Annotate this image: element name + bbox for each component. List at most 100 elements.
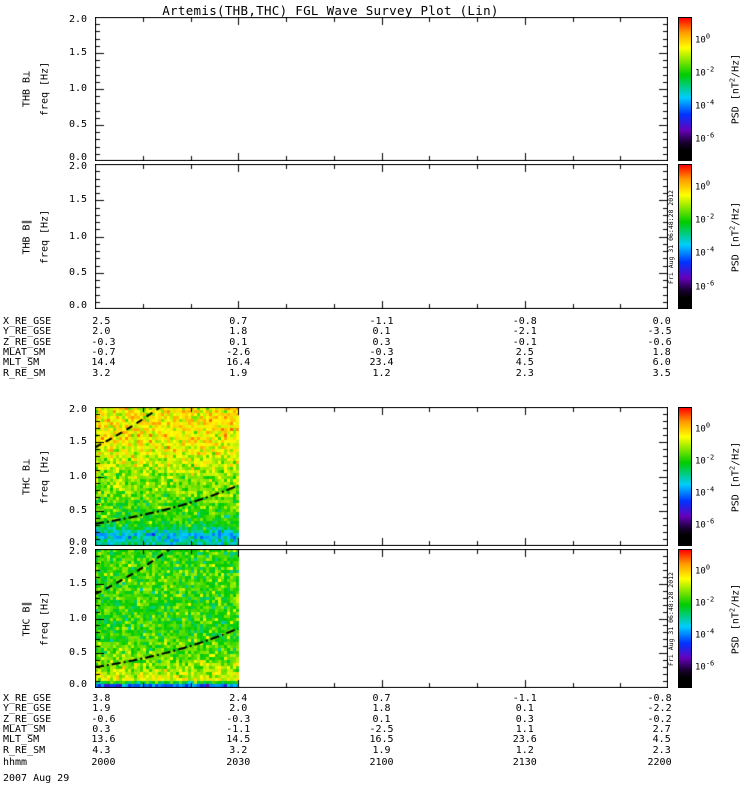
ephemeris-row: Y_RE_GSE 1.9 2.0 1.8 0.1 -2.2 <box>0 704 750 715</box>
ephemeris-row-values: 1.9 2.0 1.8 0.1 -2.2 <box>92 703 671 715</box>
ephemeris-value: 2.0 <box>229 703 248 715</box>
ephemeris-value: 6.0 <box>652 357 671 369</box>
ephemeris-value: -0.7 <box>91 346 116 358</box>
ephemeris-value: -1.1 <box>226 723 251 735</box>
freq-axis-label: freq [Hz] <box>39 449 51 504</box>
spectrogram-canvas <box>95 549 668 688</box>
ephemeris-row-label: MLAT_SM <box>3 346 46 358</box>
date-label: 2007 Aug 29 <box>3 773 70 784</box>
ephemeris-value: 2.7 <box>652 723 671 735</box>
creation-timestamp: Fri Aug 31 06:48:28 2012 <box>667 571 675 666</box>
freq-axis-label: freq [Hz] <box>39 591 51 646</box>
colorbar-tick-labels: 100 10-2 10-4 10-6 <box>695 164 731 309</box>
panel-name-label: THB B∥ <box>21 218 33 255</box>
ephemeris-row-label: Z_RE_GSE <box>3 713 52 725</box>
ephemeris-value: 2.5 <box>92 316 111 327</box>
plot-title: Artemis(THB,THC) FGL Wave Survey Plot (L… <box>162 3 499 18</box>
ephemeris-value: 3.2 <box>92 367 111 379</box>
freq-tick-label: 1.0 <box>68 83 87 94</box>
ephemeris-value: 0.1 <box>229 336 248 348</box>
ephemeris-row-values: -0.7 -2.6 -0.3 2.5 1.8 <box>91 346 671 359</box>
ephemeris-value: -0.3 <box>369 346 394 358</box>
ephemeris-value: 0.7 <box>229 316 248 327</box>
freq-tick-label: 1.5 <box>68 577 87 589</box>
colorbar-tick-label: 10-4 <box>695 245 715 259</box>
ephemeris-value: 0.3 <box>92 723 111 735</box>
ephemeris-value: -2.1 <box>512 326 537 338</box>
colorbar: 100 10-2 10-4 10-6 PSD [nT2/Hz] Fri Aug 31 … <box>667 164 750 309</box>
ephemeris-row-values: 13.6 14.5 16.5 23.6 4.5 <box>91 734 671 746</box>
spectrogram-canvas <box>95 164 668 309</box>
ephemeris-row-label: Y_RE_GSE <box>3 703 52 715</box>
freq-tick-label: 1.5 <box>68 194 87 206</box>
colorbar-gradient <box>678 164 692 309</box>
freq-tick-label: 0.0 <box>68 152 87 163</box>
ephemeris-value: 3.8 <box>92 693 111 704</box>
ephemeris-row-label: Y_RE_GSE <box>3 326 52 338</box>
ephemeris-value: 0.3 <box>515 713 534 725</box>
psd-axis-label: PSD [nT2/Hz] <box>728 583 742 654</box>
freq-tick-labels: 2.0 1.5 1.0 0.5 0.0 <box>56 547 89 690</box>
panel-thc-bpara: THC B∥ freq [Hz] 2.0 1.5 1.0 0.5 0.0 100 10-2… <box>0 547 750 690</box>
ephemeris-value: 2200 <box>647 757 672 768</box>
ephemeris-row-values: -0.3 0.1 0.3 -0.1 -0.6 <box>91 336 671 349</box>
ephemeris-value: 0.3 <box>372 336 391 348</box>
panel-name-label: THB B⊥ <box>21 70 33 108</box>
ephemeris-value: 1.8 <box>229 326 248 338</box>
ephemeris-value: 4.5 <box>515 357 534 369</box>
colorbar-tick-labels: 100 10-2 10-4 10-6 <box>695 407 731 546</box>
freq-tick-labels: 2.0 1.5 1.0 0.5 0.0 <box>56 162 89 311</box>
colorbar: 100 10-2 10-4 10-6 PSD [nT2/Hz] Fri Aug 31 … <box>667 549 750 688</box>
ephemeris-row: MLT_SM 13.6 14.5 16.5 23.6 4.5 <box>0 735 750 746</box>
colorbar-tick-label: 10-2 <box>695 212 715 226</box>
ephemeris-value: -0.6 <box>91 713 116 725</box>
freq-tick-labels: 2.0 1.5 1.0 0.5 0.0 <box>56 15 89 163</box>
freq-tick-label: 0.5 <box>68 647 87 659</box>
ephemeris-value: -2.2 <box>647 703 672 715</box>
ephemeris-value: -0.3 <box>91 336 116 348</box>
ephemeris-row: X_RE_GSE 3.8 2.4 0.7 -1.1 -0.8 <box>0 694 750 705</box>
ephemeris-value: 3.5 <box>652 367 671 379</box>
ephemeris-row-values: 3.8 2.4 0.7 -1.1 -0.8 <box>92 693 671 705</box>
freq-tick-label: 1.5 <box>68 47 87 58</box>
ephemeris-value: 0.0 <box>652 316 671 327</box>
ephemeris-value: 0.1 <box>372 326 391 338</box>
freq-tick-label: 0.0 <box>68 300 87 311</box>
ephemeris-value: 14.4 <box>91 357 116 369</box>
ephemeris-value: 16.4 <box>226 357 251 369</box>
ephemeris-row-label: Z_RE_GSE <box>3 336 52 348</box>
ephemeris-value: 1.8 <box>652 346 671 358</box>
colorbar: 100 10-2 10-4 10-6 PSD [nT2/Hz] <box>678 17 750 161</box>
ephemeris-value: 4.5 <box>652 734 671 746</box>
colorbar-tick-label: 10-2 <box>695 453 715 467</box>
ephemeris-value: 1.9 <box>92 703 111 715</box>
ephemeris-value: 4.3 <box>92 744 111 756</box>
colorbar-tick-label: 10-4 <box>695 627 715 641</box>
ephemeris-value: 2130 <box>512 757 537 768</box>
ephemeris-value: 0.1 <box>372 713 391 725</box>
ephemeris-value: 2030 <box>226 757 251 768</box>
time-axis-label: hhmm <box>3 757 28 768</box>
panel-thb-bperp: THB B⊥ freq [Hz] 2.0 1.5 1.0 0.5 0.0 100 10-2… <box>0 15 750 163</box>
ephemeris-row-label: MLT_SM <box>3 357 40 369</box>
ephemeris-value: -0.8 <box>647 693 672 704</box>
ephemeris-row: R_RE_SM 4.3 3.2 1.9 1.2 2.3 <box>0 744 750 757</box>
spectrogram-plot-area <box>95 549 668 688</box>
ephemeris-value: 2.3 <box>515 367 534 379</box>
ephemeris-value: 13.6 <box>91 734 116 746</box>
ephemeris-value: -2.5 <box>369 723 394 735</box>
ephemeris-value: 1.9 <box>229 367 248 379</box>
ephemeris-value: -0.6 <box>647 336 672 348</box>
ephemeris-value: 2.4 <box>229 693 248 704</box>
panel-name-label: THC B∥ <box>21 600 33 637</box>
spectrogram-canvas <box>95 17 668 161</box>
ephemeris-row-label: R_RE_SM <box>3 744 46 756</box>
ephemeris-value: 1.2 <box>372 367 391 379</box>
ephemeris-value: 2000 <box>91 757 116 768</box>
freq-tick-label: 0.0 <box>68 679 87 690</box>
ephemeris-value: 23.6 <box>512 734 537 746</box>
ephemeris-value: -3.5 <box>647 326 672 338</box>
colorbar-tick-label: 10-6 <box>695 517 715 531</box>
colorbar-tick-label: 10-2 <box>695 65 715 79</box>
ephemeris-value: 2.3 <box>652 744 671 756</box>
